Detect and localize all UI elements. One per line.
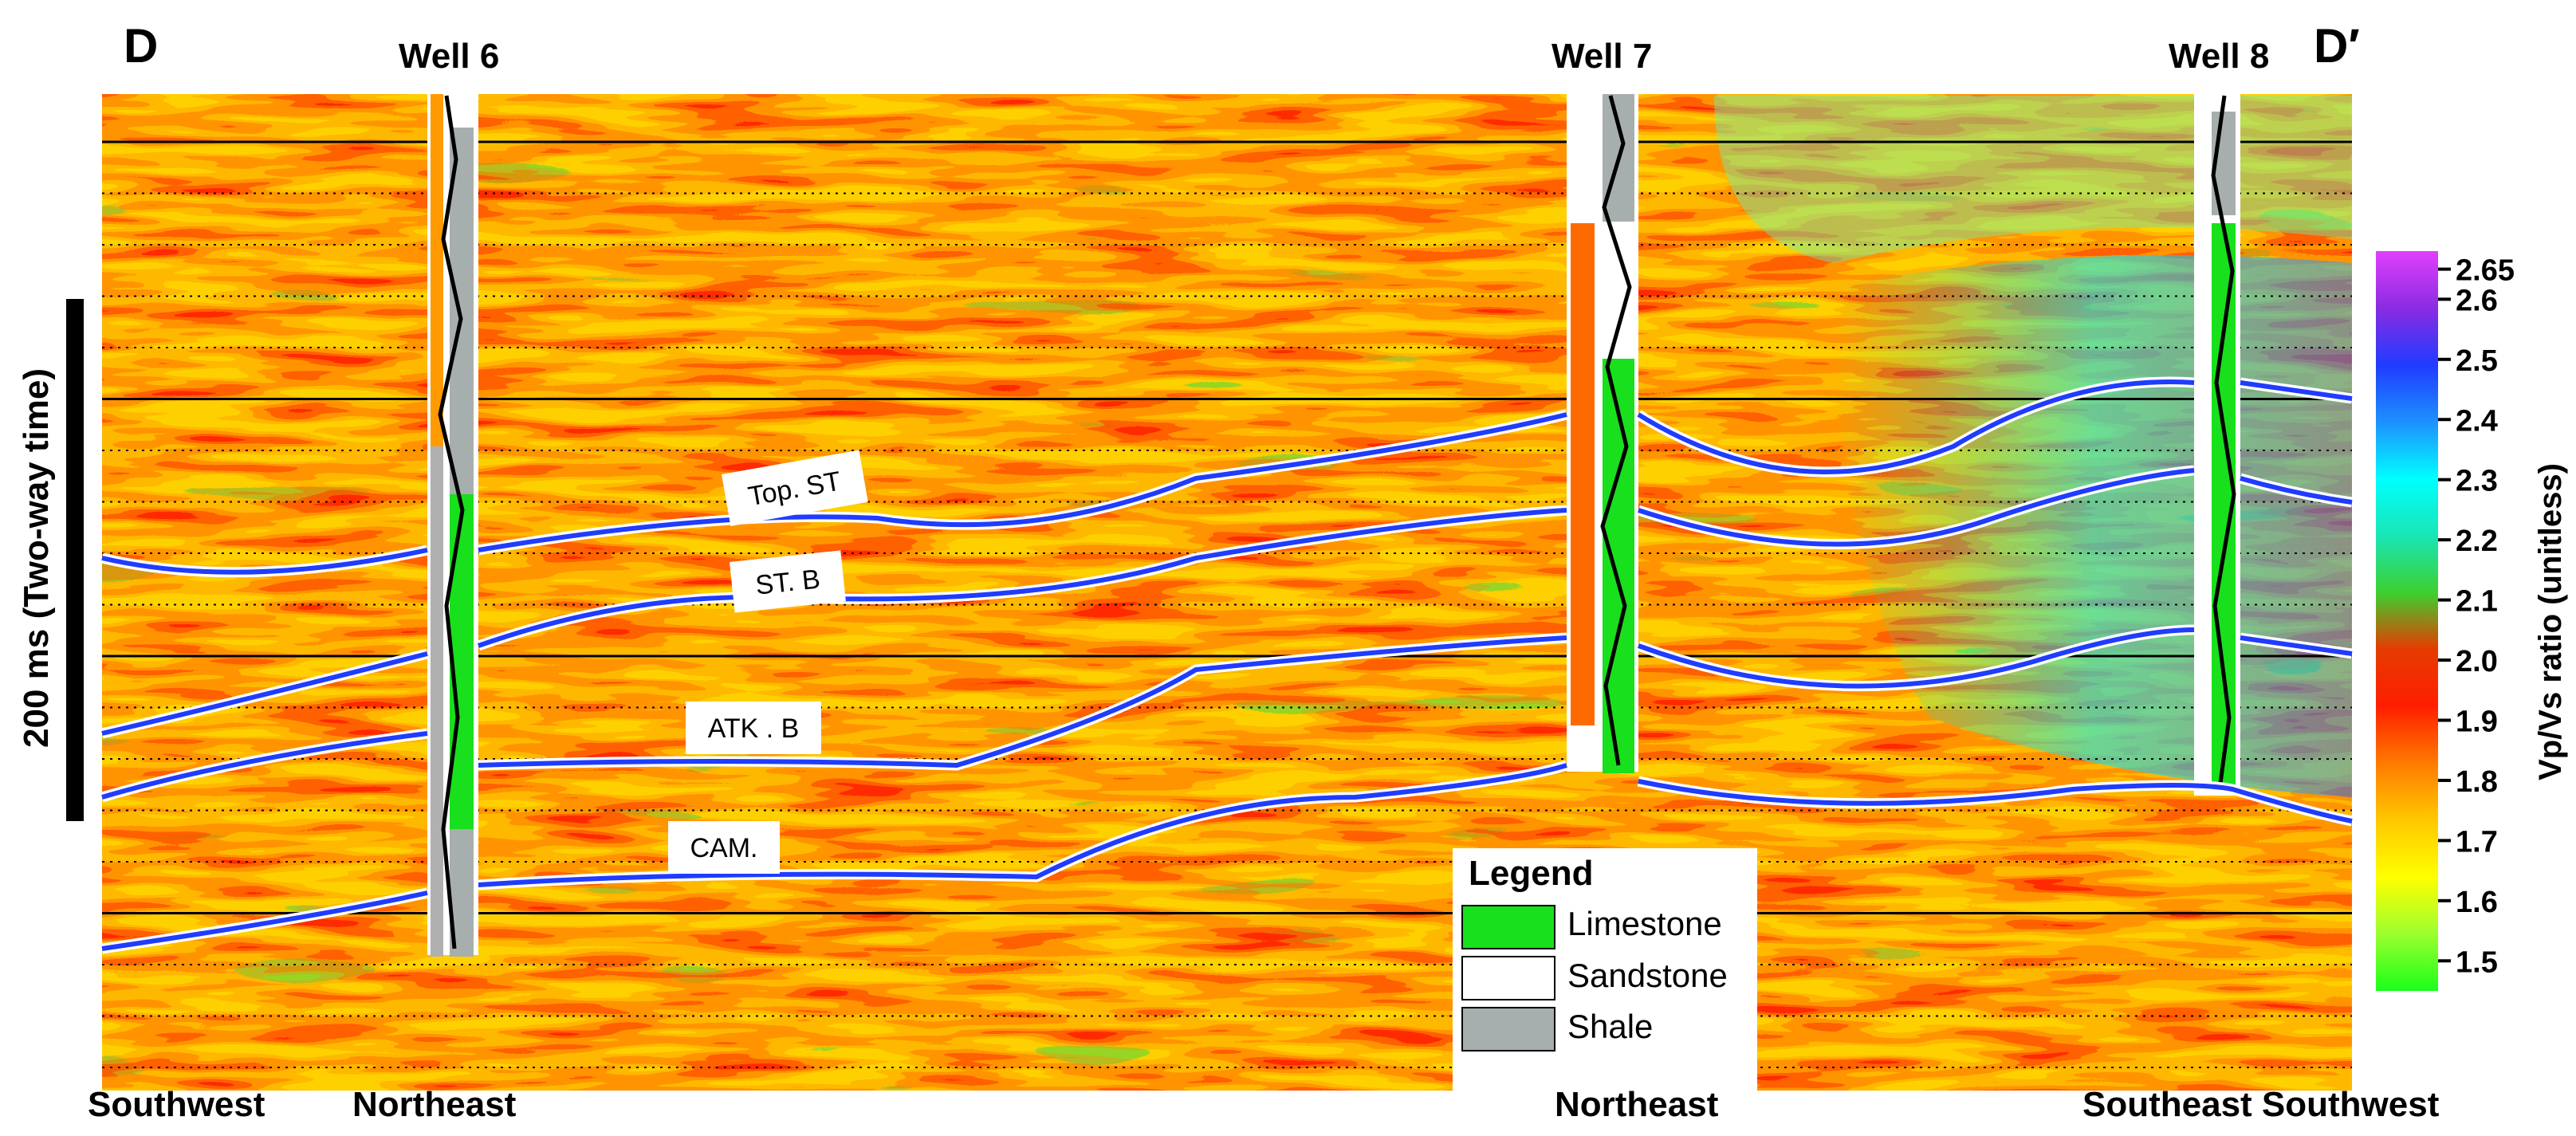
well-6-column	[427, 94, 478, 957]
time-scale-label: 200 ms (Two-way time)	[17, 368, 56, 748]
colorbar-tick: 2.5	[2438, 344, 2498, 378]
colorbar-title: Vp/Vs ratio (unitless)	[2533, 463, 2568, 780]
colorbar-tick: 2.4	[2438, 404, 2498, 438]
colorbar-tick: 2.1	[2438, 585, 2498, 619]
direction-label-northeast-1: Northeast	[352, 1085, 517, 1124]
colorbar-ticks: 2.652.6 2.5 2.4 2.3 2.2 2.1 2.0 1.9 1.8 1.7 1.6 1.5	[2438, 254, 2515, 979]
horizon-label-st-b: ST. B	[730, 550, 846, 613]
colorbar-tick-label: 1.8	[2456, 765, 2498, 799]
legend-item-limestone: Limestone	[1461, 905, 1722, 949]
colorbar-tick-label: 2.1	[2456, 585, 2498, 619]
lithology-legend: Legend Limestone Sandstone Shale	[1453, 848, 1757, 1111]
colorbar-tick: 2.0	[2438, 645, 2498, 678]
colorbar-tick-label: 2.0	[2456, 645, 2498, 678]
direction-label-northeast-2: Northeast	[1555, 1085, 1719, 1124]
colorbar-tick-label: 2.5	[2456, 344, 2498, 378]
colorbar-tick: 1.5	[2438, 945, 2498, 979]
svg-text:CAM.: CAM.	[690, 833, 758, 863]
svg-text:Shale: Shale	[1567, 1008, 1653, 1045]
colorbar-tick-label: 2.3	[2456, 465, 2498, 498]
colorbar-tick-label: 2.65	[2456, 254, 2515, 288]
colorbar-tick: 2.6	[2438, 284, 2498, 317]
colorbar-tick: 2.65	[2438, 254, 2515, 288]
direction-label-southwest: Southwest	[88, 1085, 265, 1124]
horizon-line-2	[100, 465, 2353, 739]
section-start-label: D	[124, 19, 158, 73]
colorbar-tick: 1.7	[2438, 825, 2498, 859]
svg-text:ST. B: ST. B	[754, 564, 822, 600]
time-scale-bar: 200 ms (Two-way time)	[17, 299, 84, 821]
colorbar-tick: 1.9	[2438, 705, 2498, 738]
horizon-line-4	[101, 760, 2354, 954]
horizon-labels: Top. ST ST. B ATK . B CAM.	[668, 450, 868, 874]
well-7-column	[1567, 94, 1638, 773]
colorbar-tick: 1.8	[2438, 765, 2498, 799]
legend-item-shale: Shale	[1461, 1007, 1653, 1051]
well-6-label: Well 6	[399, 37, 499, 76]
colorbar-tick-label: 2.4	[2456, 404, 2498, 438]
colorbar-tick: 1.6	[2438, 886, 2498, 919]
well-8-label: Well 8	[2169, 37, 2269, 76]
horizon-label-cam: CAM.	[668, 821, 780, 874]
legend-item-sandstone: Sandstone	[1461, 956, 1728, 1000]
colorbar-tick: 2.3	[2438, 465, 2498, 498]
svg-text:Sandstone: Sandstone	[1567, 957, 1728, 994]
vpvs-colorbar: 2.652.6 2.5 2.4 2.3 2.2 2.1 2.0 1.9 1.8 1.7 1.6 1.5…	[2376, 251, 2568, 991]
legend-title: Legend	[1469, 854, 1593, 893]
horizon-line-1	[100, 376, 2353, 578]
well-7-label: Well 7	[1551, 37, 1652, 76]
well-8-column	[2194, 94, 2240, 796]
horizon-label-atk-b: ATK . B	[686, 702, 821, 754]
section-end-label: D′	[2314, 19, 2360, 73]
horizon-lines	[100, 376, 2354, 954]
colorbar-tick-label: 1.6	[2456, 886, 2498, 919]
svg-text:ATK . B: ATK . B	[708, 713, 800, 744]
horizon-label-top-st: Top. ST	[722, 450, 868, 526]
colorbar-tick-label: 1.9	[2456, 705, 2498, 738]
direction-label-southeast-southwest: Southeast Southwest	[2082, 1085, 2440, 1124]
colorbar-tick-label: 2.6	[2456, 284, 2498, 317]
horizon-line-3	[100, 624, 2353, 803]
colorbar-tick-label: 1.7	[2456, 825, 2498, 859]
svg-text:Limestone: Limestone	[1567, 905, 1722, 942]
colorbar-tick-label: 1.5	[2456, 945, 2498, 979]
upper-right-cyan-zone	[1714, 96, 2352, 263]
colorbar-tick: 2.2	[2438, 525, 2498, 558]
colorbar-tick-label: 2.2	[2456, 525, 2498, 558]
